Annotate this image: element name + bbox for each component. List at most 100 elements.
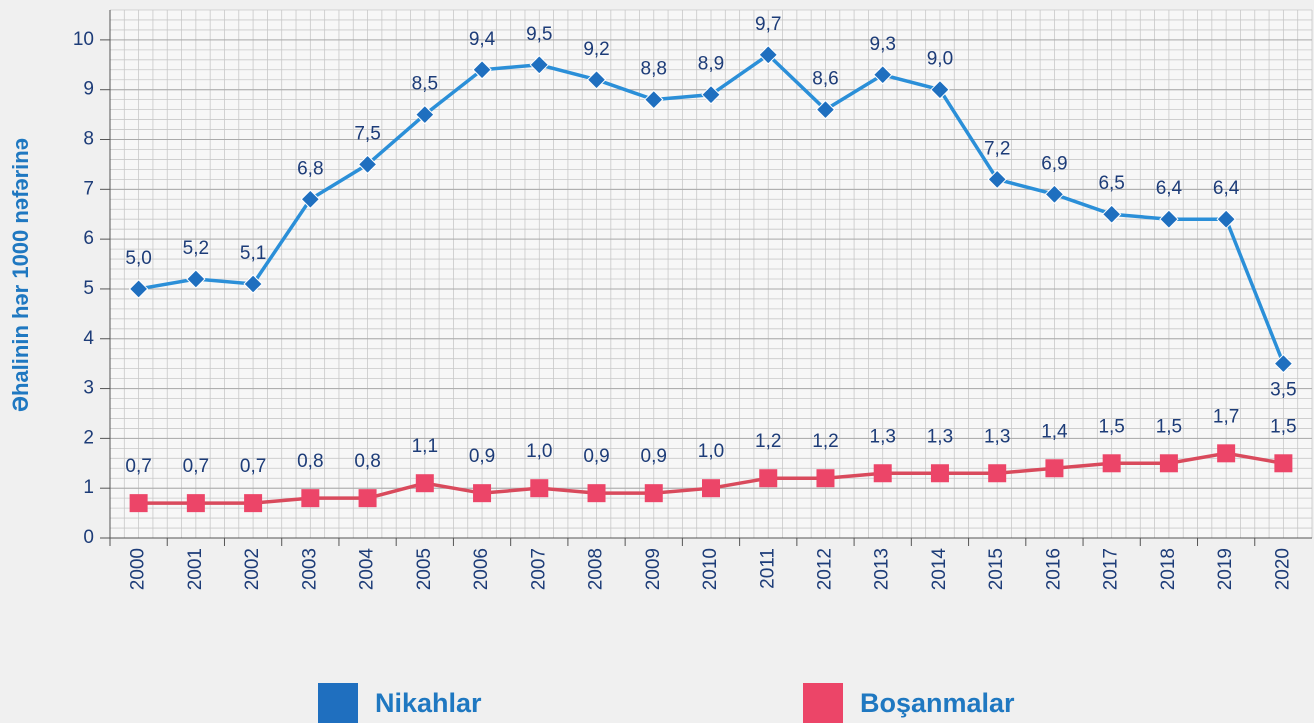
value-label: 0,9	[469, 446, 495, 467]
value-label: 0,8	[354, 451, 380, 472]
x-tick-label: 2002	[242, 548, 263, 590]
value-label: 9,4	[469, 29, 496, 50]
value-label: 1,0	[698, 441, 724, 462]
marker	[357, 154, 378, 175]
x-tick-label: 2016	[1043, 548, 1064, 590]
legend-swatch	[318, 683, 358, 723]
marker	[301, 489, 320, 508]
marker	[529, 55, 549, 75]
value-label: 6,5	[1098, 173, 1124, 194]
value-label: 0,7	[183, 456, 209, 477]
value-label: 5,1	[240, 243, 266, 264]
value-label: 1,5	[1156, 416, 1182, 437]
value-label: 6,9	[1041, 153, 1067, 174]
marker	[415, 104, 435, 125]
x-tick-label: 2017	[1101, 548, 1122, 590]
value-label: 8,9	[698, 54, 724, 75]
legend-label: Boşanmalar	[860, 688, 1015, 718]
marker	[586, 70, 607, 90]
marker	[1159, 209, 1179, 229]
marker	[1101, 204, 1122, 224]
value-label: 1,5	[1270, 416, 1296, 437]
value-label: 1,2	[755, 431, 781, 452]
value-label: 6,4	[1213, 178, 1240, 199]
x-tick-label: 2007	[528, 548, 549, 590]
marker	[758, 45, 778, 65]
y-tick-label: 6	[83, 228, 94, 249]
marker	[702, 479, 720, 498]
marker	[587, 484, 606, 503]
marker	[701, 84, 721, 105]
marker	[873, 464, 892, 483]
marker	[1045, 459, 1064, 478]
marker	[1273, 353, 1294, 374]
y-tick-label: 10	[73, 29, 94, 50]
value-label: 1,4	[1041, 421, 1068, 442]
value-label: 1,0	[526, 441, 552, 462]
marker	[930, 464, 949, 483]
x-tick-label: 2011	[757, 548, 778, 589]
value-label: 1,3	[927, 426, 953, 447]
marker	[472, 60, 492, 80]
marker	[1217, 444, 1236, 463]
value-label: 9,0	[927, 49, 953, 70]
marker	[1102, 454, 1121, 473]
marker	[1274, 454, 1293, 473]
value-label: 1,3	[870, 426, 896, 447]
marker	[244, 494, 263, 513]
value-label: 1,1	[412, 436, 438, 457]
marker	[930, 79, 950, 100]
marker	[530, 479, 549, 498]
value-label: 1,2	[812, 431, 838, 452]
value-label: 5,2	[183, 238, 209, 259]
marker	[358, 489, 377, 508]
value-label: 8,8	[641, 59, 667, 80]
marker	[186, 494, 205, 513]
x-tick-label: 2015	[986, 548, 1007, 590]
y-tick-label: 7	[83, 178, 94, 199]
marker	[415, 474, 434, 493]
marker	[1159, 454, 1178, 473]
x-tick-label: 2020	[1272, 548, 1293, 590]
marker	[816, 469, 835, 488]
marker	[988, 464, 1007, 483]
x-tick-label: 2004	[357, 548, 378, 591]
marker	[243, 274, 263, 294]
y-tick-label: 9	[83, 79, 94, 100]
x-tick-label: 2010	[700, 548, 721, 590]
x-tick-label: 2012	[814, 548, 835, 590]
value-label: 9,5	[526, 24, 552, 45]
x-tick-label: 2014	[929, 548, 950, 591]
value-label: 3,5	[1270, 380, 1296, 401]
x-tick-label: 2000	[128, 548, 149, 590]
value-label: 1,7	[1213, 406, 1239, 427]
value-label: 9,3	[870, 34, 896, 55]
marker	[987, 169, 1007, 190]
value-label: 5,0	[125, 248, 151, 269]
value-label: 8,5	[412, 74, 438, 95]
marker	[873, 65, 893, 85]
marker	[644, 89, 664, 110]
value-label: 0,9	[583, 446, 609, 467]
value-label: 0,7	[125, 456, 151, 477]
value-label: 9,7	[755, 14, 781, 35]
value-label: 1,5	[1098, 416, 1124, 437]
marker	[759, 469, 778, 488]
value-label: 6,8	[297, 158, 323, 179]
value-label: 0,9	[641, 446, 667, 467]
y-tick-label: 4	[83, 328, 94, 349]
value-label: 7,5	[354, 123, 380, 144]
x-tick-label: 2009	[643, 548, 664, 590]
y-axis-label: Əhalinin hər 1000 nəfərinə	[8, 138, 33, 412]
marker	[1044, 184, 1065, 205]
x-tick-label: 2019	[1215, 548, 1236, 590]
value-label: 8,6	[812, 69, 838, 90]
legend-label: Nikahlar	[375, 688, 482, 718]
marker	[128, 279, 149, 299]
value-label: 6,4	[1156, 178, 1183, 199]
y-tick-label: 8	[83, 129, 94, 150]
y-tick-label: 3	[83, 378, 94, 399]
y-tick-label: 1	[83, 477, 94, 498]
value-label: 1,3	[984, 426, 1010, 447]
